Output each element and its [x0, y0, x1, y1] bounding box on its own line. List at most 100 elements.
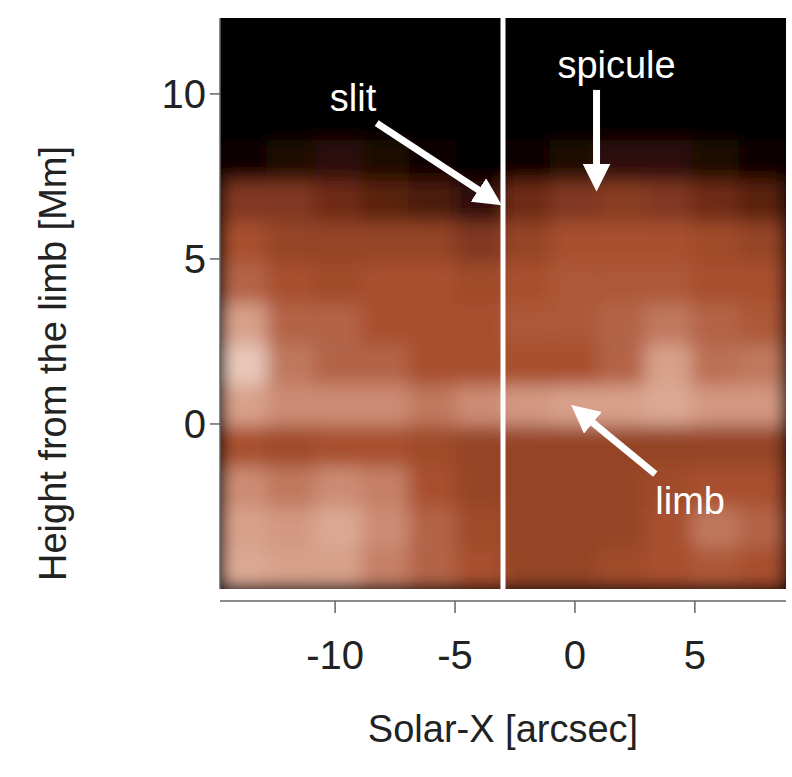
image-cell: [267, 507, 315, 548]
x-tick: [574, 601, 576, 613]
image-cell: [314, 181, 362, 222]
image-cell: [503, 100, 551, 141]
image-cell: [739, 140, 786, 181]
image-cell: [550, 507, 598, 548]
x-tick-label: -10: [306, 633, 364, 677]
y-tick-label: 0: [184, 402, 206, 446]
image-cell: [267, 263, 315, 304]
image-cell: [362, 507, 410, 548]
image-cell: [314, 467, 362, 508]
image-cell: [645, 548, 693, 589]
image-cell: [739, 304, 786, 345]
image-cell: [409, 426, 457, 467]
x-tick-label: -5: [437, 633, 473, 677]
image-cell: [267, 59, 315, 100]
image-cell: [409, 263, 457, 304]
image-cell: [692, 100, 740, 141]
image-cell: [550, 344, 598, 385]
image-cell: [597, 548, 645, 589]
image-cell: [503, 507, 551, 548]
image-cell: [362, 18, 410, 59]
image-cell: [362, 222, 410, 263]
image-cell: [314, 304, 362, 345]
image-cell: [503, 385, 551, 426]
image-cell: [739, 507, 786, 548]
image-cell: [314, 344, 362, 385]
image-cell: [645, 140, 693, 181]
x-tick-label: 0: [564, 633, 586, 677]
image-cell: [739, 426, 786, 467]
image-cell: [456, 304, 504, 345]
image-cell: [456, 548, 504, 589]
image-cell: [314, 222, 362, 263]
image-cell: [409, 100, 457, 141]
image-cell: [692, 263, 740, 304]
image-cell: [739, 263, 786, 304]
image-cell: [739, 548, 786, 589]
x-tick: [694, 601, 696, 613]
image-cell: [456, 222, 504, 263]
image-cell: [220, 18, 268, 59]
annotation-arrow: [593, 90, 600, 179]
image-cell: [739, 467, 786, 508]
image-cell: [503, 222, 551, 263]
image-cell: [597, 181, 645, 222]
annotation-arrow: [581, 413, 655, 474]
image-cell: [409, 507, 457, 548]
image-cell: [409, 304, 457, 345]
x-tick: [454, 601, 456, 613]
image-cell: [314, 263, 362, 304]
y-tick: [210, 423, 220, 425]
image-cell: [220, 344, 268, 385]
image-cell: [314, 385, 362, 426]
image-cell: [409, 344, 457, 385]
image-cell: [409, 385, 457, 426]
image-cell: [314, 507, 362, 548]
image-cell: [267, 385, 315, 426]
image-cell: [503, 344, 551, 385]
image-cell: [550, 100, 598, 141]
image-cell: [550, 222, 598, 263]
image-cell: [739, 100, 786, 141]
y-tick-label: 10: [162, 72, 207, 116]
image-cell: [220, 548, 268, 589]
image-cell: [692, 222, 740, 263]
image-cell: [550, 304, 598, 345]
image-cell: [220, 181, 268, 222]
image-cell: [692, 344, 740, 385]
image-cell: [220, 263, 268, 304]
image-cell: [409, 222, 457, 263]
plot-area: [220, 18, 786, 589]
y-tick-label: 5: [184, 237, 206, 281]
image-cell: [503, 263, 551, 304]
image-cell: [503, 59, 551, 100]
annotation: limb: [655, 480, 725, 522]
image-cell: [409, 548, 457, 589]
image-cell: [456, 385, 504, 426]
image-cell: [597, 222, 645, 263]
image-cell: [597, 344, 645, 385]
image-cell: [692, 18, 740, 59]
image-cell: [409, 467, 457, 508]
image-cell: [645, 304, 693, 345]
image-cell: [362, 344, 410, 385]
image-cell: [645, 222, 693, 263]
image-cell: [314, 18, 362, 59]
image-cell: [456, 140, 504, 181]
image-cell: [362, 304, 410, 345]
image-cell: [362, 140, 410, 181]
annotation: slit: [330, 77, 377, 119]
image-cell: [739, 181, 786, 222]
image-cell: [267, 344, 315, 385]
image-cell: [220, 467, 268, 508]
image-cell: [267, 140, 315, 181]
image-cell: [456, 467, 504, 508]
image-cell: [692, 59, 740, 100]
image-cell: [456, 263, 504, 304]
y-axis-line: [219, 18, 221, 589]
image-cell: [645, 100, 693, 141]
image-cell: [739, 18, 786, 59]
image-cell: [503, 426, 551, 467]
annotation: spicule: [557, 44, 675, 86]
image-cell: [267, 548, 315, 589]
